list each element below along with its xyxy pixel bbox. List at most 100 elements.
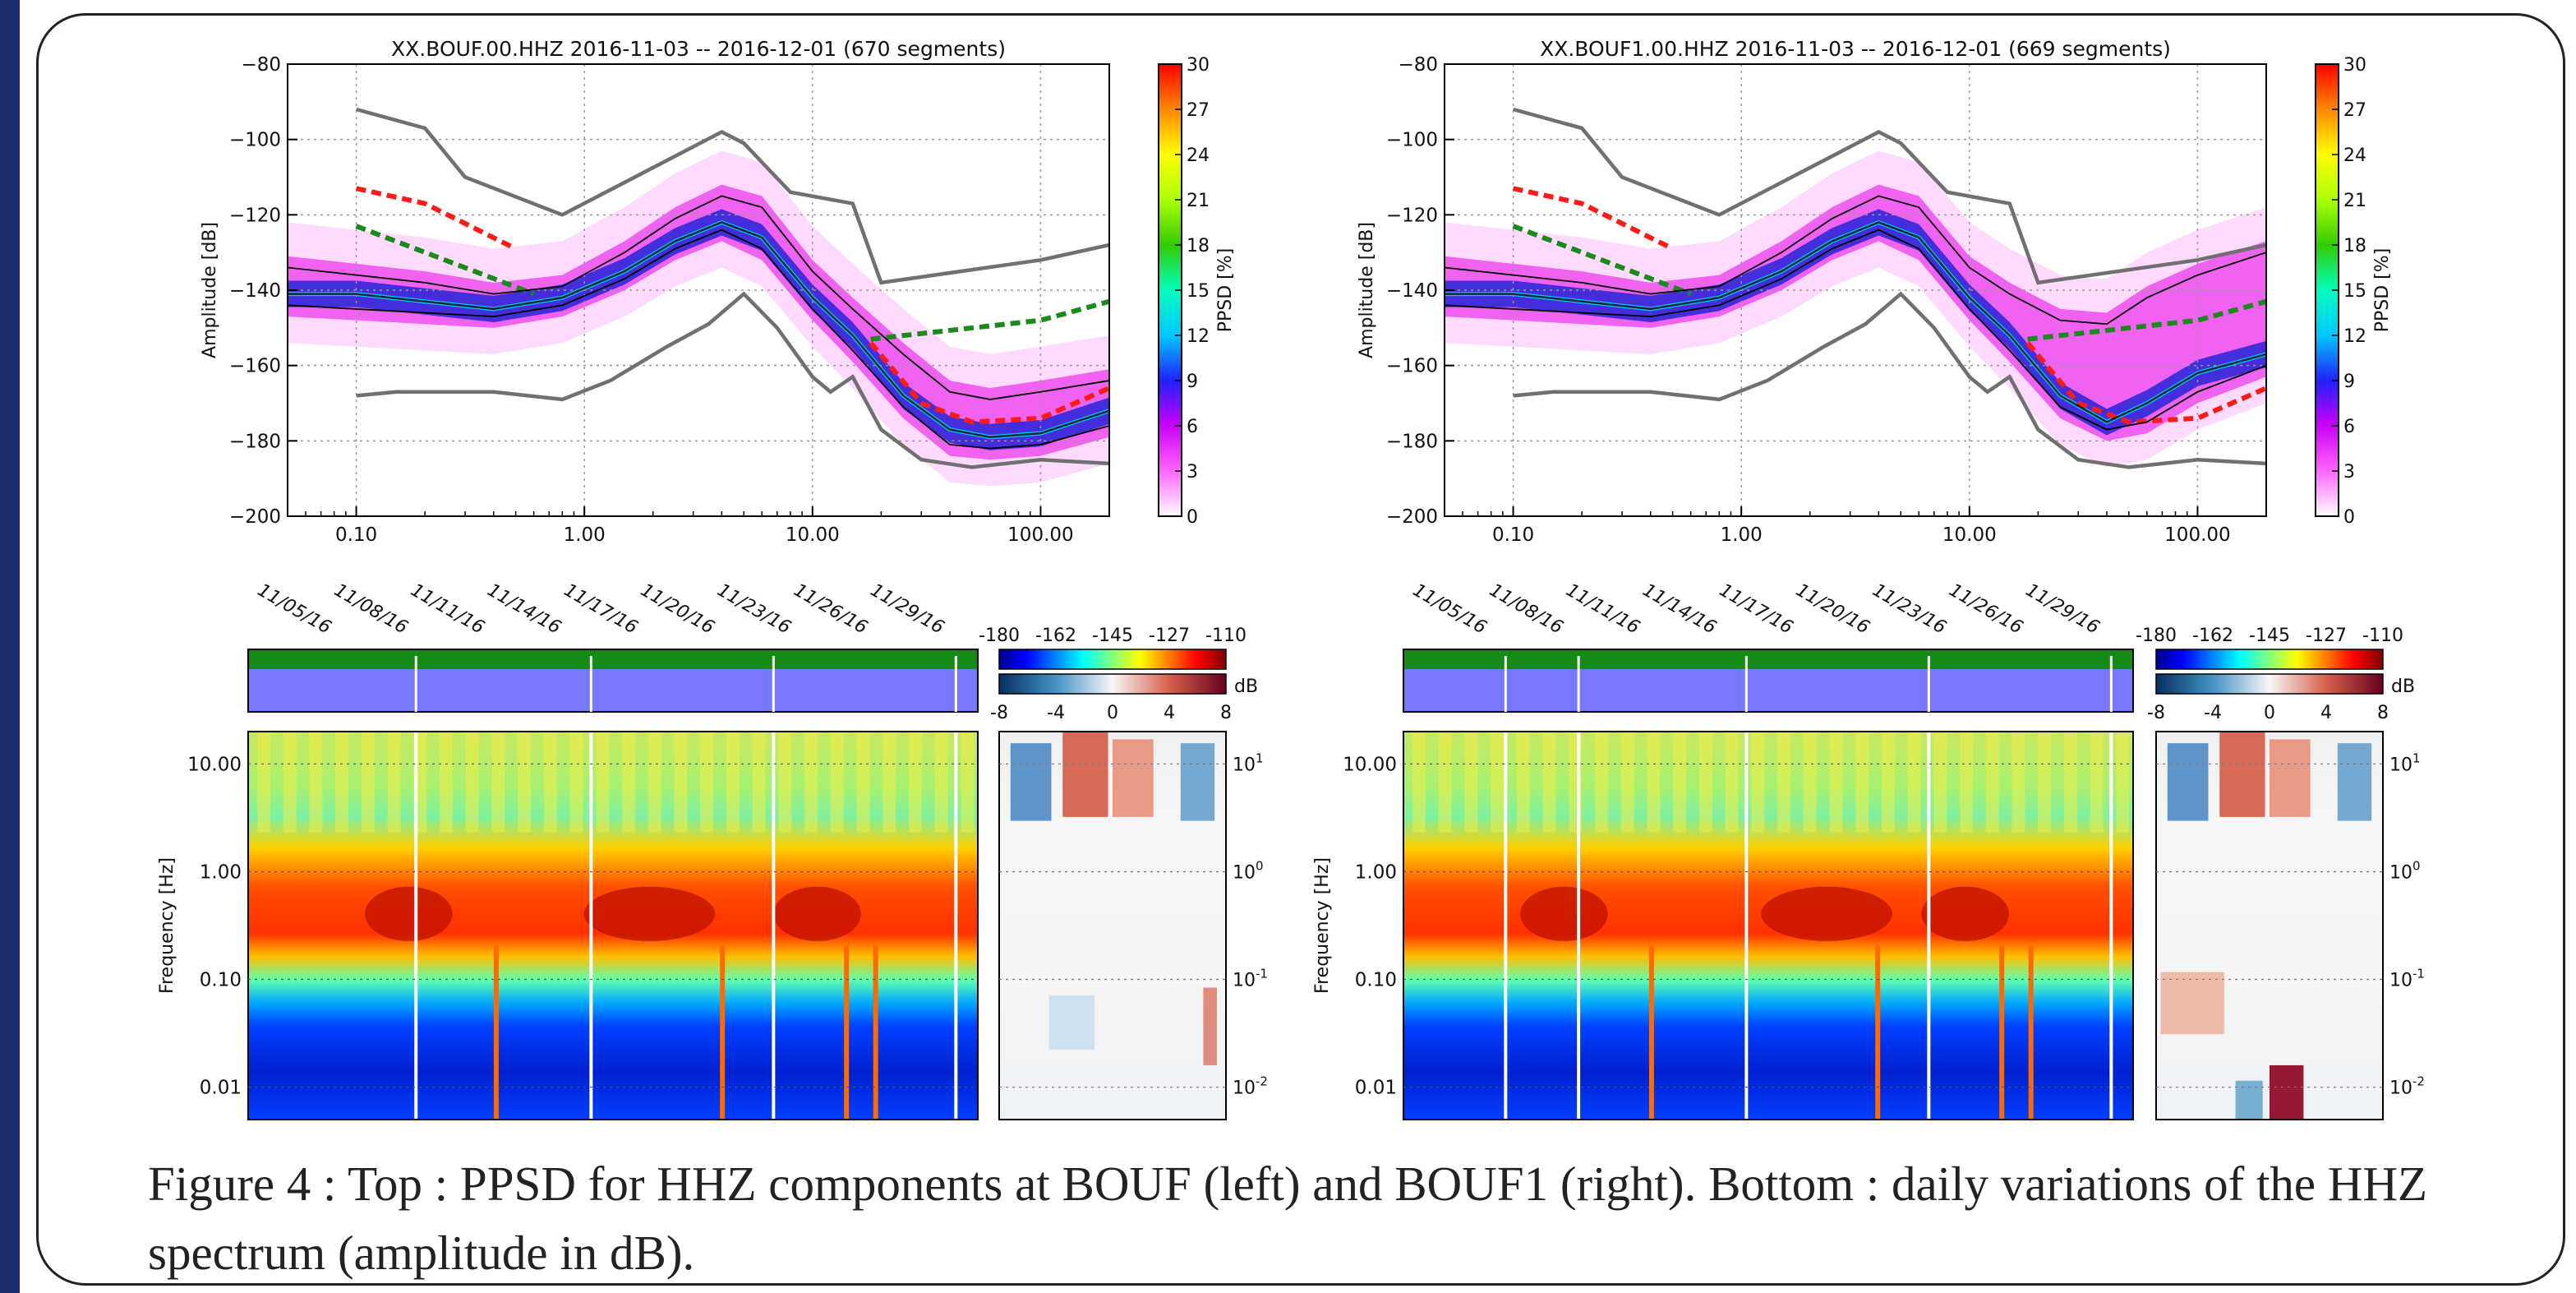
difference-y-tick-label: 10-2 [2389,1074,2425,1099]
difference-y-tick-label: 101 [1233,750,1264,775]
spectrogram-day-stripe [1725,732,1739,833]
spectrogram-y-axis-label: Frequency [Hz] [157,857,177,994]
spectrogram-day-stripe [335,732,349,833]
spectrogram-y-tick-label: 0.01 [200,1078,242,1099]
ppsd-y-tick-label: −120 [1386,205,1438,226]
ppsd-series-line [1512,186,1674,252]
amplitude-colorbar [2155,649,2384,670]
ppsd-colorbar-tick-label: 3 [1187,462,1198,483]
spectrogram-y-tick-label: 10.00 [1343,754,1397,775]
difference-y-tick-label: 101 [2389,750,2421,775]
availability-frame [1403,649,2134,713]
difference-colorbar-tick-label: 4 [2320,703,2332,723]
ppsd-title: XX.BOUF.00.HHZ 2016-11-03 -- 2016-12-01 … [391,37,1006,61]
ppsd-series-line [356,291,1110,469]
spectrogram-date-label: 11/08/16 [1486,580,1566,639]
difference-patch [2337,743,2372,821]
spectrogram-date-label: 11/17/16 [1716,580,1796,639]
spectrogram-day-stripe [778,732,792,833]
spectrogram-day-stripe [1464,732,1478,833]
ppsd-x-tick-label: 10.00 [786,524,840,546]
spectrogram-date-label: 11/05/16 [254,580,334,639]
difference-patch [1180,743,1215,821]
ppsd-x-tick-label: 100.00 [2164,524,2230,546]
ppsd-series-line [1513,291,2267,469]
spectrogram-day-stripe [1777,732,1790,833]
ppsd-colorbar-tick-label: 24 [1187,145,1210,166]
spectrogram-y-tick-label: 0.10 [200,970,242,991]
ppsd-x-tick-label: 1.00 [564,524,606,546]
spectrogram-day-stripe [283,732,297,833]
ppsd-colorbar-label: PPSD [%] [1215,248,1236,333]
spectrogram-day-stripe [674,732,688,833]
spectrogram-date-label: 11/29/16 [867,580,947,639]
figure-caption: Figure 4 : Top : PPSD for HHZ components… [148,1157,2428,1280]
spectrogram-date-label: 11/26/16 [790,580,871,639]
difference-patch [2219,732,2265,817]
spectrogram-date-label: 11/14/16 [484,580,565,639]
ppsd-x-tick-label: 1.00 [1721,524,1763,546]
ppsd-y-tick-label: −100 [229,130,281,151]
availability-bar-green [1403,649,2133,669]
ppsd-x-tick-label: 10.00 [1942,524,1997,546]
spectrogram-day-stripe [543,732,557,833]
spectrogram-date-label: 11/05/16 [1409,580,1490,639]
spectrogram-day-stripe [961,732,975,833]
spectrogram-frame [1403,731,2134,1120]
amplitude-colorbar-tick-label: -145 [1092,626,1133,646]
spectrogram-day-stripe [1881,732,1895,833]
amplitude-colorbar-tick-label: -110 [2362,626,2403,646]
ppsd-colorbar-tick-label: 21 [1187,191,1210,211]
ppsd-y-tick-label: −200 [229,506,281,528]
difference-colorbar-tick-label: 0 [2264,703,2275,723]
difference-y-tick-label: 10-2 [1233,1074,1268,1099]
ppsd-colorbar-tick-label: 15 [2343,281,2366,302]
difference-patch [2270,739,2311,817]
ppsd-colorbar-tick-label: 0 [1187,507,1198,528]
ppsd-colorbar-tick-label: 21 [2343,191,2366,211]
spectrogram-date-label: 11/20/16 [1792,580,1873,639]
ppsd-colorbar-tick-label: 30 [1187,55,1210,76]
spectrogram-date-label: 11/11/16 [407,580,487,639]
spectrogram-day-stripe [440,732,453,833]
ppsd-colorbar-label: PPSD [%] [2372,248,2393,333]
difference-y-tick-label: 10-1 [1233,967,1268,991]
spectrogram-day-stripe [518,732,532,833]
spectrogram-day-stripe [1855,732,1869,833]
amplitude-colorbar-tick-label: -127 [1149,626,1190,646]
spectrogram-day-stripe [726,732,740,833]
spectrogram-day-stripe [647,732,661,833]
spectrogram-day-stripe [1491,732,1505,833]
spectrogram-date-label: 11/23/16 [1869,580,1949,639]
spectrogram-date-label: 11/29/16 [2022,580,2103,639]
spectrogram-day-stripe [830,732,844,833]
spectrogram-day-stripe [622,732,635,833]
availability-bar-green [248,649,978,669]
ppsd-colorbar-tick-label: 15 [1187,281,1210,302]
spectrogram-day-stripe [2038,732,2052,833]
amplitude-colorbar-tick-label: -110 [1205,626,1247,646]
ppsd-series-line [869,341,1111,425]
spectrogram-day-stripe [1829,732,1843,833]
difference-patch [1048,995,1094,1051]
ppsd-title: XX.BOUF1.00.HHZ 2016-11-03 -- 2016-12-01… [1540,37,2171,61]
amplitude-colorbar-tick-label: -180 [2136,626,2177,646]
ppsd-colorbar-tick-label: 27 [2343,100,2366,121]
spectrogram-day-stripe [1698,732,1712,833]
difference-colorbar [998,673,1227,695]
spectrogram-day-stripe [1933,732,1947,833]
ppsd-colorbar-tick-label: 12 [1187,326,1210,347]
spectrogram-y-tick-label: 0.10 [1355,970,1397,991]
spectrogram-day-stripe [596,732,610,833]
spectrogram-day-stripe [934,732,948,833]
spectrogram-y-tick-label: 10.00 [187,754,242,775]
difference-patch [1062,732,1108,817]
spectrogram-date-label: 11/26/16 [1946,580,2026,639]
spectrogram-storm-patch [1520,886,1608,941]
difference-colorbar-tick-label: 8 [1220,703,1232,723]
ppsd-colorbar-tick-label: 24 [2343,145,2366,166]
amplitude-colorbar-tick-label: -162 [2192,626,2233,646]
spectrogram-y-tick-label: 0.01 [1355,1078,1397,1099]
spectrogram-storm-patch [583,886,716,941]
